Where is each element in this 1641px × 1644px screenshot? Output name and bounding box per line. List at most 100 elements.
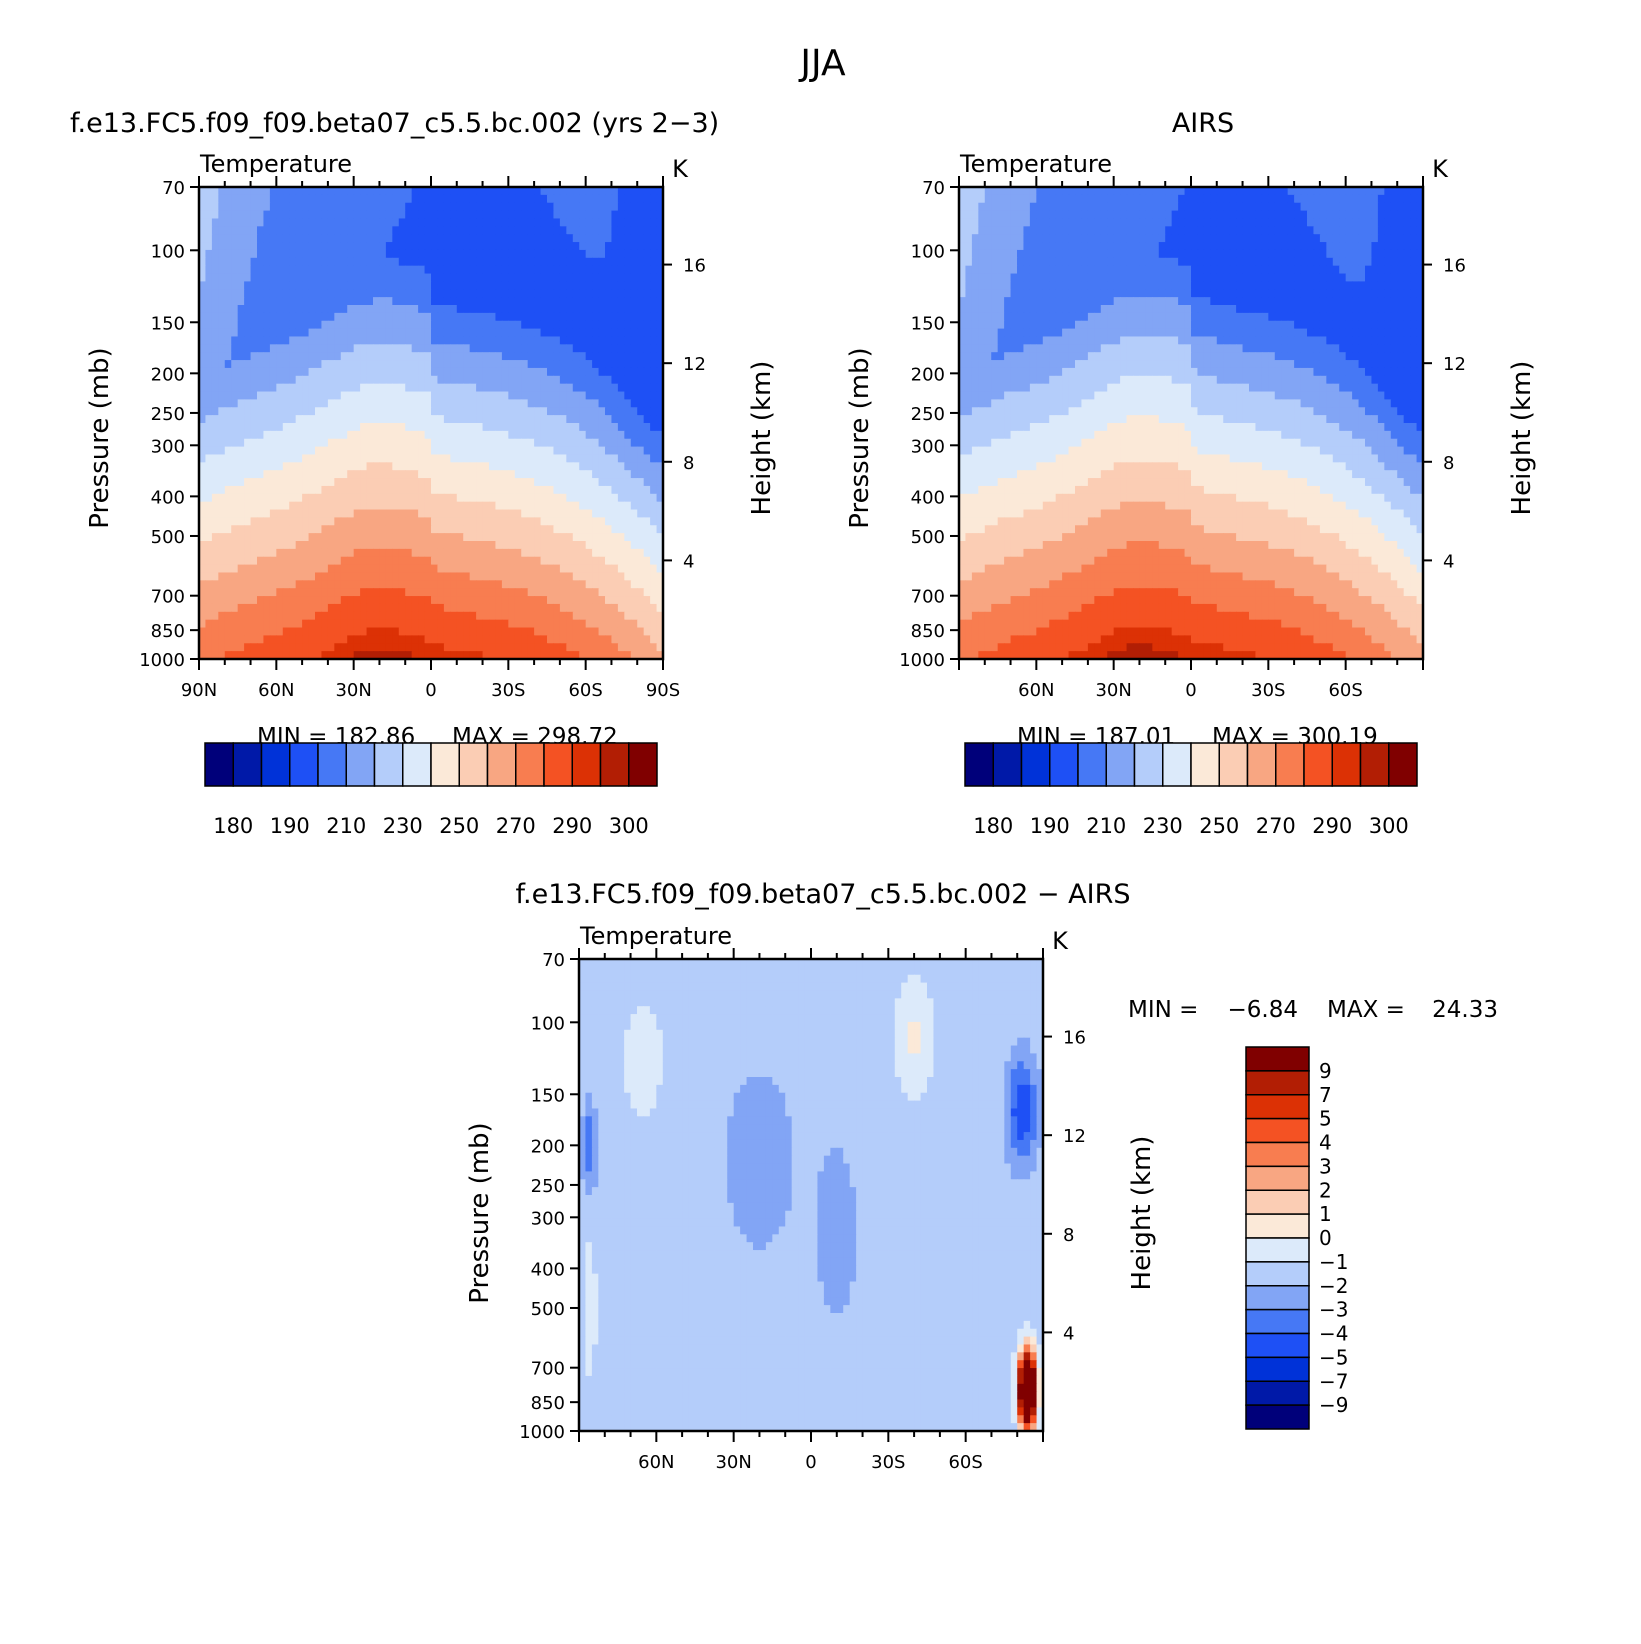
- panel-model-cell: [534, 556, 542, 566]
- panel-model-cell: [295, 242, 303, 251]
- panel-model-cell: [527, 627, 535, 636]
- panel-obs-cell: [1081, 226, 1089, 235]
- panel-model-cell: [340, 525, 348, 534]
- panel-model-cell: [463, 635, 471, 644]
- panel-model-cell: [373, 187, 381, 196]
- panel-obs-cell: [1403, 226, 1411, 235]
- panel-model-cell: [211, 407, 219, 416]
- panel-model-cell: [592, 328, 600, 338]
- panel-model-cell: [211, 297, 219, 306]
- panel-model-cell: [585, 226, 593, 235]
- panel-obs-cell: [1403, 194, 1411, 204]
- panel-model-cell: [656, 218, 664, 227]
- panel-model-cell: [269, 242, 277, 251]
- panel-model-cell: [250, 305, 258, 314]
- panel-model-cell: [521, 603, 529, 613]
- panel-model-cell: [598, 305, 606, 314]
- panel-model-cell: [385, 603, 393, 613]
- panel-model-cell: [353, 218, 361, 227]
- panel-model-cell: [630, 328, 638, 338]
- panel-model-cell: [224, 367, 232, 377]
- panel-model-cell: [302, 635, 310, 644]
- panel-model-cell: [250, 517, 258, 526]
- panel-model-cell: [650, 478, 658, 487]
- panel-model-cell: [360, 596, 368, 605]
- panel-model-cell: [559, 423, 567, 432]
- panel-model-cell: [411, 619, 419, 629]
- panel-model-cell: [392, 493, 400, 503]
- panel-model-cell: [501, 375, 509, 385]
- panel-obs-cell: [1184, 194, 1192, 204]
- panel-model-cell: [431, 541, 439, 550]
- panel-model-cell: [572, 651, 580, 660]
- panel-model-cell: [463, 470, 471, 479]
- panel-model-cell: [205, 478, 213, 487]
- panel-model-cell: [527, 305, 535, 314]
- panel-model-cell: [553, 383, 561, 393]
- panel-model-cell: [205, 265, 213, 275]
- panel-model-cell: [450, 430, 458, 440]
- panel-model-colorbar: 180 190 210 230 250 270 290 300: [204, 742, 658, 838]
- panel-model-cell: [592, 242, 600, 251]
- panel-model-cell: [514, 226, 522, 235]
- panel-model-cell: [598, 265, 606, 275]
- panel-model-cell: [527, 187, 535, 196]
- panel-model-cell: [295, 643, 303, 652]
- panel-model-cell: [521, 509, 529, 518]
- panel-obs-cell: [1216, 226, 1224, 235]
- panel-model-cell: [540, 485, 548, 495]
- panel-model-cell: [437, 305, 445, 314]
- panel-model-cell: [566, 611, 574, 621]
- panel-model-cell: [508, 580, 516, 589]
- panel-obs-cell: [1339, 234, 1347, 243]
- panel-model-cell: [624, 226, 632, 235]
- panel-model-cell: [443, 462, 451, 471]
- panel-model-cell: [385, 470, 393, 479]
- panel-model-cell: [431, 218, 439, 227]
- panel-model-cell: [244, 194, 252, 204]
- panel-model-cell: [398, 430, 406, 440]
- panel-model-cell: [237, 493, 245, 503]
- panel-model-cell: [224, 603, 232, 613]
- panel-model-cell: [572, 415, 580, 424]
- panel-model-cell: [572, 194, 580, 204]
- panel-model-cell: [585, 493, 593, 503]
- panel-model-cell: [385, 501, 393, 511]
- panel-model-cell: [392, 572, 400, 581]
- panel-model-cell: [482, 541, 490, 550]
- panel-model-cell: [257, 202, 265, 212]
- panel-model-cell: [405, 249, 413, 259]
- panel-model-cell: [450, 320, 458, 330]
- panel-model-cell: [418, 367, 426, 377]
- panel-obs-cell: [1087, 242, 1095, 251]
- panel-obs-cell: [1416, 218, 1424, 227]
- panel-model-cell: [547, 328, 555, 338]
- panel-obs-cell: [1010, 210, 1018, 220]
- panel-model-cell: [276, 548, 284, 558]
- panel-obs-cell: [1229, 234, 1237, 243]
- panel-model-cell: [289, 525, 297, 534]
- panel-model-cell: [637, 556, 645, 566]
- panel-model-cell: [289, 423, 297, 432]
- panel-model-cell: [553, 430, 561, 440]
- panel-obs-cell: [1345, 218, 1353, 227]
- panel-obs-cell: [1042, 194, 1050, 204]
- panel-model-cell: [353, 462, 361, 471]
- panel-obs-cell: [1126, 194, 1134, 204]
- panel-model-cell: [424, 187, 432, 196]
- panel-model-cell: [237, 525, 245, 534]
- panel-obs-cell: [978, 187, 986, 196]
- panel-model-cell: [611, 580, 619, 589]
- panel-model-cell: [656, 462, 664, 471]
- panel-model-cell: [353, 556, 361, 566]
- panel-model-cell: [450, 423, 458, 432]
- panel-model-cell: [572, 281, 580, 290]
- panel-model-cell: [315, 572, 323, 581]
- panel-model-cell: [327, 470, 335, 479]
- panel-model-cell: [585, 517, 593, 526]
- panel-model-cell: [269, 580, 277, 589]
- panel-obs-cell: [1133, 202, 1141, 212]
- panel-model-cell: [605, 603, 613, 613]
- panel-model-cell: [566, 627, 574, 636]
- panel-model-cell: [398, 194, 406, 204]
